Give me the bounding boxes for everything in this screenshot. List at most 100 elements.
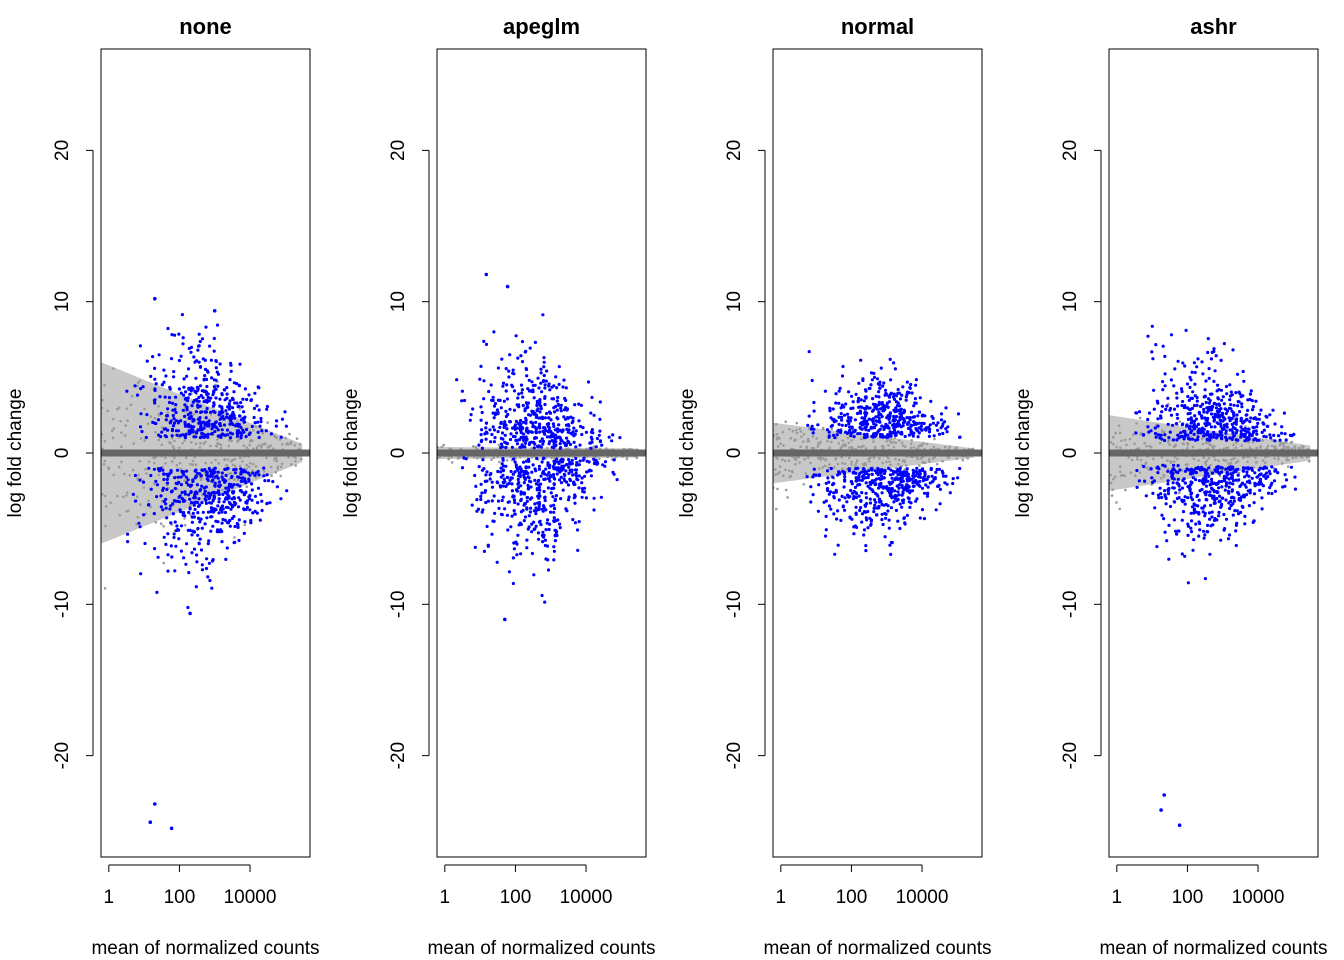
nonsignificant-point [1127,456,1130,459]
significant-point [186,413,190,417]
significant-point [611,470,615,474]
significant-point [832,496,836,500]
significant-point [1224,384,1229,389]
significant-point [153,377,157,381]
significant-point [579,424,583,429]
nonsignificant-point [247,465,251,469]
significant-point [500,357,504,361]
significant-point [533,411,537,416]
nonsignificant-point [115,408,119,411]
nonsignificant-point [916,457,919,461]
significant-point [1170,474,1174,478]
significant-point [213,481,217,485]
significant-point [1200,415,1204,419]
significant-point [1190,370,1194,374]
significant-point [490,532,494,536]
significant-point [598,429,602,433]
significant-point [200,484,204,488]
significant-point [211,393,215,397]
significant-point [553,528,557,533]
significant-point [1251,408,1255,412]
significant-point [181,408,185,412]
significant-point [1240,405,1244,409]
significant-point [479,405,483,409]
significant-point [529,430,533,434]
significant-point [1199,404,1203,408]
significant-point [1252,501,1256,505]
significant-point [1212,435,1216,439]
nonsignificant-point [912,446,916,449]
significant-point [890,489,894,493]
significant-point [200,468,204,472]
significant-point [1159,492,1163,496]
significant-point [1234,478,1238,482]
nonsignificant-point [1138,416,1142,420]
significant-point [1182,499,1186,503]
significant-point [539,371,543,375]
nonsignificant-point [294,456,297,459]
significant-point [133,473,137,478]
significant-point [541,379,546,383]
significant-point [858,431,862,436]
significant-point [864,481,868,485]
nonsignificant-point [932,445,936,449]
significant-point [1220,466,1224,470]
significant-point [594,445,598,449]
significant-point [568,462,572,466]
significant-point [238,484,242,488]
nonsignificant-point [440,445,444,449]
significant-point [893,433,898,437]
nonsignificant-point [928,460,931,463]
significant-point [133,499,138,503]
significant-point [503,507,507,511]
significant-point [858,508,862,513]
significant-point [176,499,180,503]
nonsignificant-point [1166,440,1170,444]
significant-point [1203,471,1208,475]
significant-point [1188,375,1192,379]
significant-point [196,510,200,515]
nonsignificant-point [1115,445,1118,449]
nonsignificant-point [153,461,156,465]
nonsignificant-point [1139,458,1143,462]
nonsignificant-point [881,447,885,451]
nonsignificant-point [1202,456,1206,459]
significant-point [812,409,816,413]
significant-point [879,481,883,485]
nonsignificant-point [567,447,570,450]
significant-point [607,435,611,439]
nonsignificant-point [1287,446,1290,450]
nonsignificant-point [166,411,170,415]
nonsignificant-point [275,457,278,460]
significant-point [885,401,890,405]
significant-point [882,381,886,385]
significant-point [492,428,497,432]
nonsignificant-point [210,461,213,465]
significant-point [892,397,897,401]
significant-point [192,501,196,505]
significant-point [552,516,556,520]
significant-point [871,419,875,424]
significant-point [176,475,180,479]
significant-point [188,392,192,396]
nonsignificant-point [921,461,925,464]
significant-point [125,389,129,393]
significant-point [1172,477,1176,481]
nonsignificant-point [1133,442,1136,446]
significant-point [519,435,523,439]
significant-point [480,428,484,432]
significant-point [854,495,859,500]
significant-point [824,481,828,485]
significant-point [193,360,197,364]
significant-point [524,429,529,433]
significant-point [1143,479,1147,483]
significant-point [156,467,160,471]
significant-point [887,466,891,470]
significant-point [1203,388,1207,392]
significant-point [210,376,214,380]
nonsignificant-point [781,430,785,434]
significant-point [1196,431,1200,435]
nonsignificant-point [885,460,888,464]
significant-point [175,524,179,528]
significant-point [898,526,902,531]
